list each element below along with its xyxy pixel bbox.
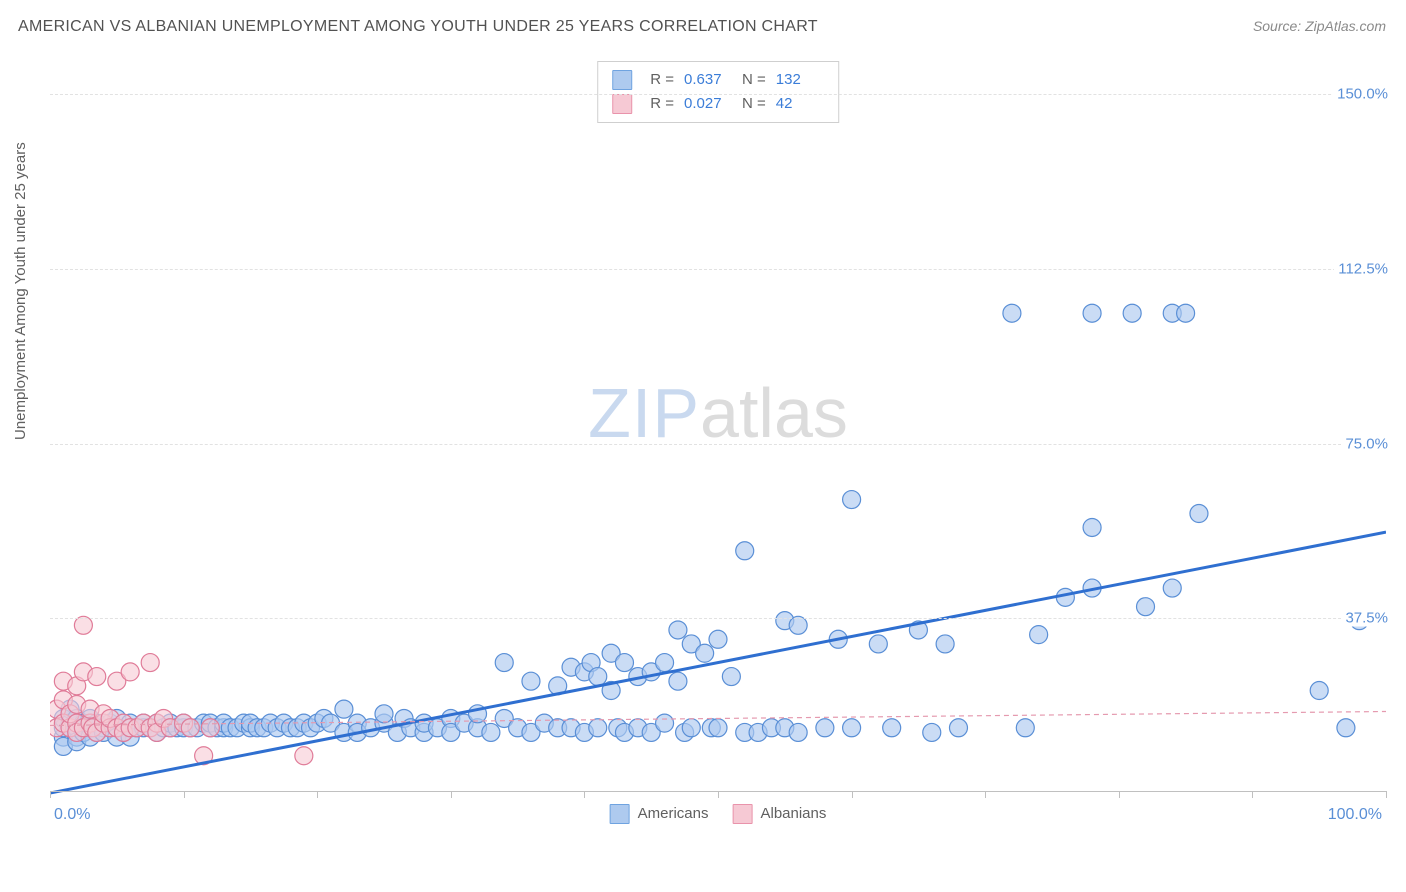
data-point (709, 630, 727, 648)
data-point (375, 705, 393, 723)
x-tick (985, 791, 986, 798)
swatch-albanians (732, 804, 752, 824)
data-point (843, 491, 861, 509)
legend-item-americans: Americans (610, 804, 709, 824)
data-point (615, 654, 633, 672)
data-point (1030, 626, 1048, 644)
data-point (201, 719, 219, 737)
data-point (589, 719, 607, 737)
x-tick (1252, 791, 1253, 798)
plot-area: ZIPatlas R = 0.637 N = 132 R = 0.027 N =… (50, 58, 1386, 828)
swatch-americans (610, 804, 630, 824)
data-point (1137, 598, 1155, 616)
data-point (295, 747, 313, 765)
x-tick (50, 791, 51, 798)
x-tick (584, 791, 585, 798)
data-point (789, 723, 807, 741)
data-point (1083, 518, 1101, 536)
data-point (181, 719, 199, 737)
data-point (1310, 682, 1328, 700)
source-attribution: Source: ZipAtlas.com (1253, 18, 1386, 34)
r-value-americans: 0.637 (684, 68, 732, 92)
x-tick (852, 791, 853, 798)
data-point (141, 654, 159, 672)
y-tick-label: 150.0% (1333, 86, 1388, 103)
chart-title: AMERICAN VS ALBANIAN UNEMPLOYMENT AMONG … (18, 18, 818, 36)
data-point (843, 719, 861, 737)
data-point (722, 668, 740, 686)
legend-label-americans: Americans (638, 805, 709, 822)
x-tick (184, 791, 185, 798)
legend-item-albanians: Albanians (732, 804, 826, 824)
correlation-legend: R = 0.637 N = 132 R = 0.027 N = 42 (597, 61, 839, 123)
data-point (709, 719, 727, 737)
data-point (1163, 579, 1181, 597)
data-point (335, 700, 353, 718)
swatch-albanians (612, 94, 632, 114)
n-value-americans: 132 (776, 68, 824, 92)
grid-line (50, 618, 1386, 619)
x-tick (317, 791, 318, 798)
n-label: N = (742, 92, 766, 116)
data-point (1190, 505, 1208, 523)
y-axis-label: Unemployment Among Youth under 25 years (12, 142, 29, 440)
x-tick (1119, 791, 1120, 798)
data-point (696, 644, 714, 662)
data-point (736, 542, 754, 560)
x-tick (1386, 791, 1387, 798)
data-point (816, 719, 834, 737)
r-label: R = (650, 68, 674, 92)
data-point (1123, 304, 1141, 322)
data-point (949, 719, 967, 737)
data-point (656, 654, 674, 672)
trend-line (50, 532, 1386, 793)
data-point (495, 654, 513, 672)
data-point (1177, 304, 1195, 322)
r-label: R = (650, 92, 674, 116)
x-axis-max-label: 100.0% (1328, 806, 1382, 824)
grid-line (50, 444, 1386, 445)
data-point (923, 723, 941, 741)
swatch-americans (612, 70, 632, 90)
data-point (883, 719, 901, 737)
x-tick (451, 791, 452, 798)
n-value-albanians: 42 (776, 92, 824, 116)
x-tick (718, 791, 719, 798)
data-point (1083, 304, 1101, 322)
data-point (682, 719, 700, 737)
data-point (869, 635, 887, 653)
data-point (936, 635, 954, 653)
y-tick-label: 112.5% (1334, 260, 1388, 277)
data-point (669, 621, 687, 639)
y-tick-label: 37.5% (1341, 610, 1388, 627)
data-point (522, 672, 540, 690)
data-point (1003, 304, 1021, 322)
n-label: N = (742, 68, 766, 92)
legend-row-albanians: R = 0.027 N = 42 (612, 92, 824, 116)
data-point (656, 714, 674, 732)
series-legend: Americans Albanians (610, 804, 827, 824)
data-point (88, 668, 106, 686)
data-point (482, 723, 500, 741)
r-value-albanians: 0.027 (684, 92, 732, 116)
grid-line (50, 94, 1386, 95)
legend-row-americans: R = 0.637 N = 132 (612, 68, 824, 92)
data-point (121, 663, 139, 681)
legend-label-albanians: Albanians (760, 805, 826, 822)
data-point (1016, 719, 1034, 737)
data-point (1337, 719, 1355, 737)
data-point (589, 668, 607, 686)
grid-line (50, 269, 1386, 270)
data-point (669, 672, 687, 690)
x-axis-min-label: 0.0% (54, 806, 90, 824)
y-tick-label: 75.0% (1341, 435, 1388, 452)
